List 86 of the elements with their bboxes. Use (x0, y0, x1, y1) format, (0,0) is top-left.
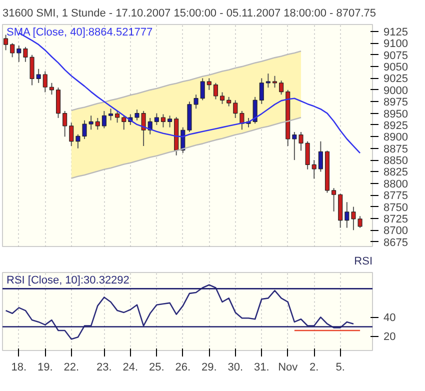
candlestick (10, 42, 15, 58)
candlestick (332, 188, 336, 212)
x-tick-label: 23. (96, 362, 112, 374)
candlestick (56, 87, 61, 118)
y-tick-label: 9050 (384, 62, 408, 74)
candlestick (220, 92, 225, 104)
y-tick-label: 40 (384, 312, 396, 324)
candlestick (4, 34, 8, 51)
candlestick (168, 115, 172, 128)
chart-title: 31600 SMI, 1 Stunde - 17.10.2007 15:00:00 - 05.11.2007 18:00:00 - 8707.75 (2, 8, 376, 20)
candlestick (194, 94, 198, 110)
y-tick-label: 20 (384, 331, 396, 344)
x-tick-label: 26. (175, 362, 191, 374)
y-tick-label: 8825 (384, 166, 408, 179)
y-tick-label: 9000 (384, 84, 408, 97)
candlestick (312, 160, 316, 180)
candlestick (122, 115, 126, 130)
x-tick-label: 30. (228, 362, 244, 374)
x-tick-label: 2. (310, 362, 319, 374)
x-tick-label: 22. (64, 362, 80, 374)
candlestick (240, 110, 244, 130)
candlestick (102, 110, 106, 129)
candlestick (292, 131, 297, 161)
candlestick (213, 82, 218, 100)
candlestick (23, 46, 28, 62)
y-tick-label: 9025 (384, 73, 408, 86)
series-label: SMA [Close, 40]:8864.521777 (6, 26, 153, 38)
x-tick-label: 29. (202, 362, 217, 374)
candlestick (259, 78, 264, 104)
candlestick (154, 112, 159, 126)
candlestick (279, 80, 284, 96)
candlestick (160, 114, 166, 128)
y-tick-label: 8725 (384, 213, 408, 226)
candlestick (30, 54, 34, 86)
y-tick-label: 9125 (384, 26, 408, 39)
y-tick-label: 9100 (384, 38, 408, 50)
x-tick-label: 19. (37, 362, 53, 374)
y-tick-label: 8750 (384, 202, 408, 214)
candlestick (272, 75, 278, 88)
candlestick (226, 96, 232, 107)
candlestick (95, 117, 100, 130)
candlestick (318, 140, 323, 172)
x-tick-label: Nov (278, 362, 298, 374)
x-tick-label: 5. (336, 362, 345, 374)
candlestick (351, 206, 356, 231)
candlestick (42, 70, 48, 93)
x-tick-label: 25. (149, 362, 164, 374)
y-tick-label: 8875 (384, 143, 408, 156)
candlestick (49, 82, 54, 96)
candlestick (88, 115, 94, 130)
x-tick-label: 24. (122, 362, 138, 374)
x-tick-label: 18. (11, 362, 27, 374)
candlestick (115, 110, 120, 124)
candlestick (200, 78, 205, 101)
x-tick-label: 31. (254, 362, 270, 374)
candlestick (206, 78, 212, 90)
y-tick-label: 8975 (384, 96, 408, 109)
candlestick (305, 140, 310, 170)
y-tick-label: 8850 (384, 155, 408, 168)
candlestick (344, 202, 350, 228)
candlestick (134, 109, 140, 121)
candlestick (36, 68, 41, 84)
y-tick-label: 8700 (384, 225, 408, 238)
candlestick (108, 108, 114, 121)
candlestick (233, 100, 238, 118)
candlestick (266, 73, 270, 88)
candlestick (298, 131, 304, 152)
series-label: RSI [Close, 10]:30.32292 (6, 274, 130, 286)
y-tick-label: 8900 (384, 132, 408, 144)
y-axis-title: RSI (354, 256, 373, 268)
y-tick-label: 8675 (384, 236, 408, 249)
y-tick-label: 8800 (384, 178, 408, 190)
line-series (70, 116, 302, 179)
candlestick (62, 110, 68, 138)
candlestick (76, 134, 80, 149)
y-tick-label: 8950 (384, 108, 408, 120)
candlestick (69, 122, 74, 147)
candlestick (16, 45, 22, 62)
candlestick (82, 120, 87, 140)
y-tick-label: 8925 (384, 120, 408, 132)
candlestick (358, 216, 362, 228)
candlestick (141, 110, 146, 147)
y-tick-label: 8775 (384, 190, 408, 202)
y-tick-label: 9075 (384, 50, 408, 62)
candlestick (252, 96, 258, 124)
line-series (70, 50, 302, 112)
